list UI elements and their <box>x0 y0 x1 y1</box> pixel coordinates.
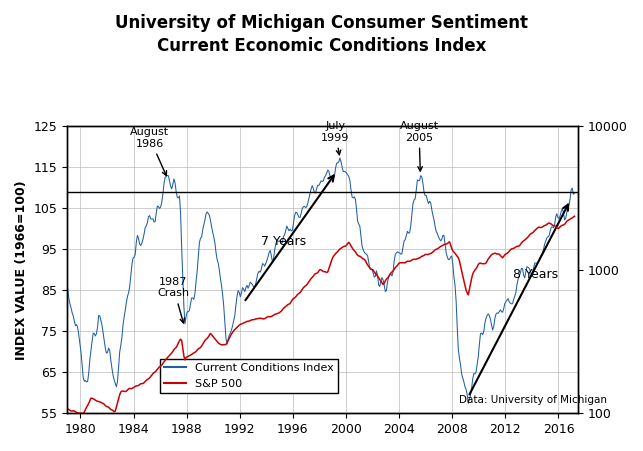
Text: July
1999: July 1999 <box>322 121 350 155</box>
Text: University of Michigan Consumer Sentiment
Current Economic Conditions Index: University of Michigan Consumer Sentimen… <box>115 14 528 55</box>
Text: August
1986: August 1986 <box>130 127 169 175</box>
Text: 1987
Crash: 1987 Crash <box>158 277 190 323</box>
Legend: Current Conditions Index, S&P 500: Current Conditions Index, S&P 500 <box>159 359 338 393</box>
Text: August
2005: August 2005 <box>399 121 439 171</box>
Text: Data: University of Michigan: Data: University of Michigan <box>459 395 607 405</box>
Text: 7 Years: 7 Years <box>261 235 306 248</box>
Y-axis label: INDEX VALUE (1966=100): INDEX VALUE (1966=100) <box>15 180 28 359</box>
Text: 8 Years: 8 Years <box>513 268 559 281</box>
